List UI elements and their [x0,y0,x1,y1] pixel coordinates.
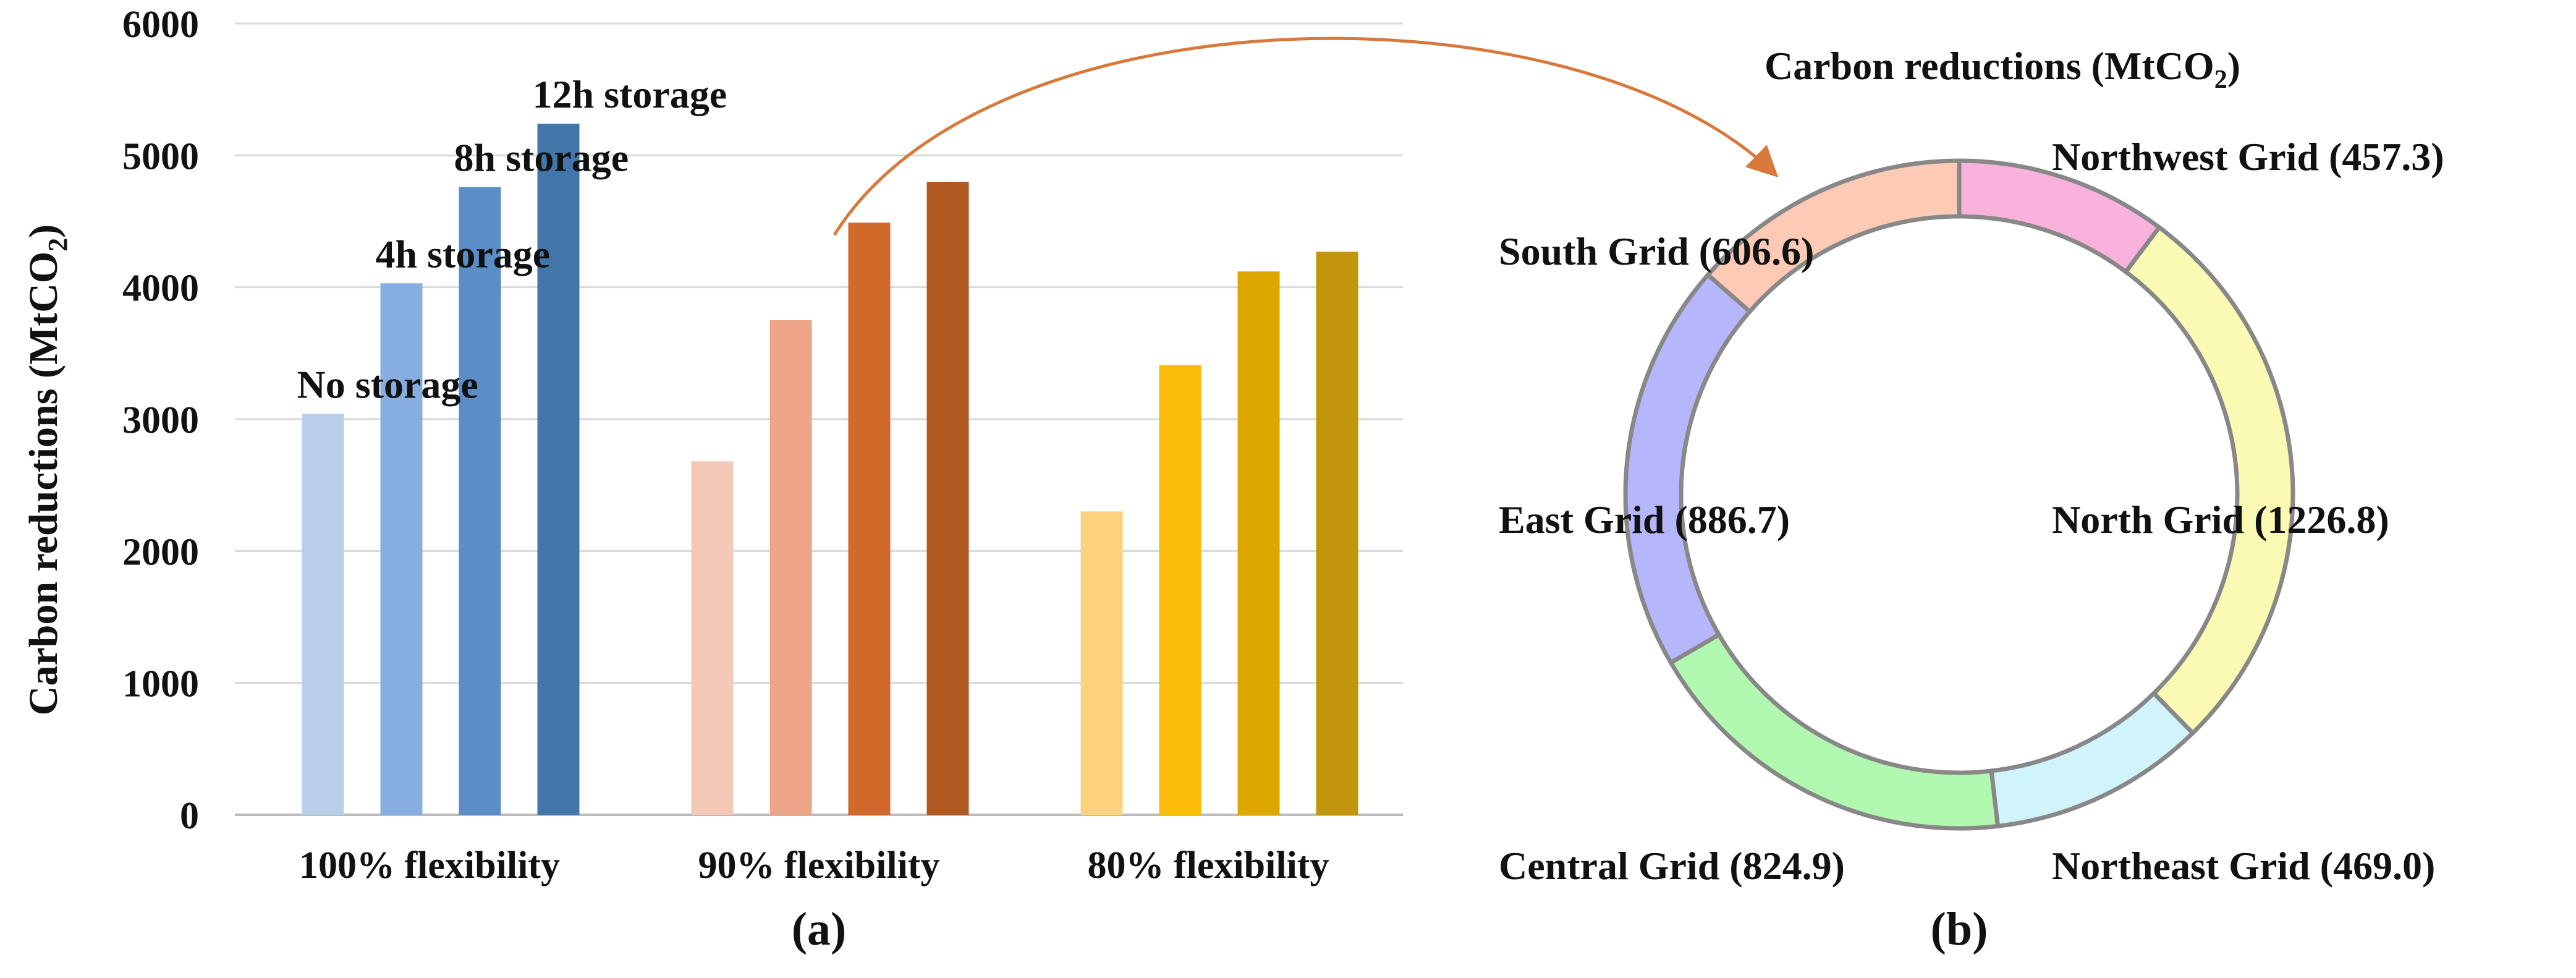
donut-slice [1623,271,1753,666]
y-tick-label: 4000 [122,268,199,310]
bar [1316,252,1358,815]
group-label: 80% flexibility [1088,844,1329,887]
series-label: 12h storage [533,72,727,116]
bar [537,124,580,815]
bar [459,187,501,815]
group-label: 90% flexibility [698,844,940,887]
panel-label-a: (a) [792,903,847,955]
y-tick-label: 1000 [122,663,199,705]
y-axis-label: Carbon reductions (MtCO2) [21,224,73,715]
donut-slice-label: Northeast Grid (469.0) [2052,844,2435,888]
gridlines [235,22,1403,816]
bar [1080,511,1123,815]
y-tick-label: 2000 [122,531,199,573]
group-labels: 100% flexibility 90% flexibility 80% flexi… [299,844,1329,887]
y-tick-label: 5000 [122,135,199,177]
bar [1237,271,1280,815]
bar [691,461,734,815]
donut-title: Carbon reductions (MtCO2) [1765,44,2240,94]
donut-slice [1667,631,2001,831]
y-tick-label: 3000 [122,399,199,441]
bar-chart: 0 1000 2000 3000 4000 5000 6000 No storage 4h s… [21,4,1403,955]
bar [1159,365,1201,815]
donut-slice [1989,690,2196,829]
series-labels: No storage 4h storage 8h storage 12h storag… [297,72,727,406]
bar [926,182,969,815]
donut-slice-label: South Grid (606.6) [1499,229,1814,273]
donut-slice-label: Northwest Grid (457.3) [2052,135,2444,179]
series-label: 4h storage [376,232,551,276]
bar [302,414,344,815]
y-tick-label: 6000 [122,4,199,46]
series-label: No storage [297,362,478,406]
y-tick-label: 0 [180,795,199,837]
bar-series [302,124,1358,815]
donut-slice-label: Central Grid (824.9) [1499,844,1845,888]
donut-labels: Northwest Grid (457.3) North Grid (1226.8… [1499,135,2444,888]
group-label: 100% flexibility [299,844,560,887]
bar [380,283,423,815]
donut-slices [1623,158,2295,831]
connector-arrow [833,36,1779,236]
donut-slice-label: East Grid (886.7) [1499,498,1790,542]
bar [769,320,812,815]
donut-slice [2122,224,2295,736]
donut-slice-label: North Grid (1226.8) [2052,498,2389,542]
y-tick-labels: 0 1000 2000 3000 4000 5000 6000 [122,4,199,837]
donut-chart: Carbon reductions (MtCO2) Northwest Grid… [1499,44,2444,955]
series-label: 8h storage [454,136,629,180]
panel-label-b: (b) [1931,903,1988,955]
donut-slice [1705,158,1962,315]
bar [848,223,891,815]
